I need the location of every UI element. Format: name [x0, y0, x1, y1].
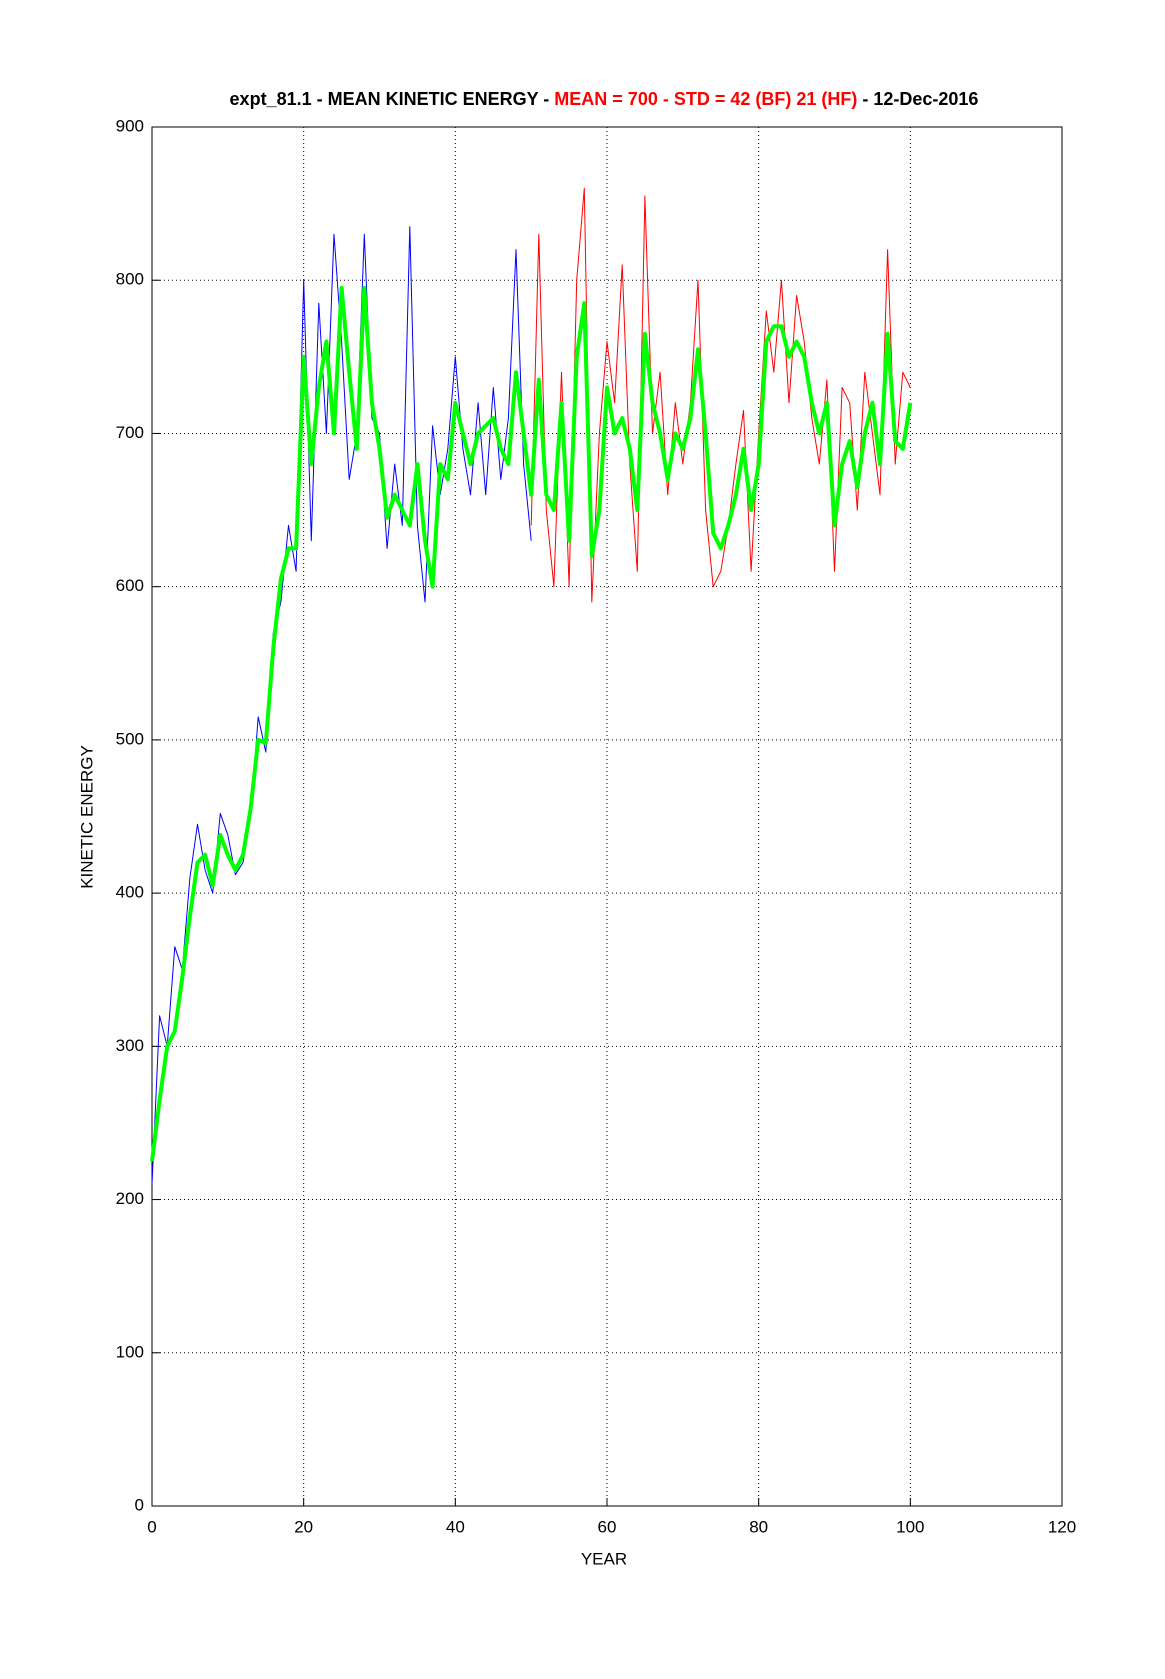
x-tick-label: 40: [446, 1517, 465, 1536]
plot-frame: [151, 126, 1063, 1507]
x-tick-label: 0: [147, 1517, 156, 1536]
title-part: MEAN = 700 - STD = 42 (BF) 21 (HF): [554, 89, 857, 109]
y-tick-label: 400: [116, 883, 144, 902]
x-tick-label: 60: [598, 1517, 617, 1536]
data-line: [150, 285, 913, 1162]
x-axis-label: YEAR: [581, 1549, 627, 1568]
x-tick-label: 80: [749, 1517, 768, 1536]
title-part: - 12-Dec-2016: [857, 89, 978, 109]
data-line: [151, 226, 532, 1185]
title-part: expt_81.1 - MEAN KINETIC ENERGY -: [230, 89, 555, 109]
y-tick-label: 100: [116, 1342, 144, 1361]
y-tick-label: 900: [116, 116, 144, 135]
y-tick-label: 200: [116, 1189, 144, 1208]
y-tick-label: 500: [116, 729, 144, 748]
chart-title: expt_81.1 - MEAN KINETIC ENERGY - MEAN =…: [230, 89, 979, 109]
y-tick-label: 800: [116, 270, 144, 289]
y-axis-label: KINETIC ENERGY: [77, 745, 96, 889]
x-tick-label: 120: [1048, 1517, 1076, 1536]
x-tick-label: 20: [294, 1517, 313, 1536]
y-tick-label: 600: [116, 576, 144, 595]
y-tick-label: 0: [135, 1495, 144, 1514]
y-tick-label: 700: [116, 423, 144, 442]
y-tick-label: 300: [116, 1036, 144, 1055]
x-tick-label: 100: [896, 1517, 924, 1536]
